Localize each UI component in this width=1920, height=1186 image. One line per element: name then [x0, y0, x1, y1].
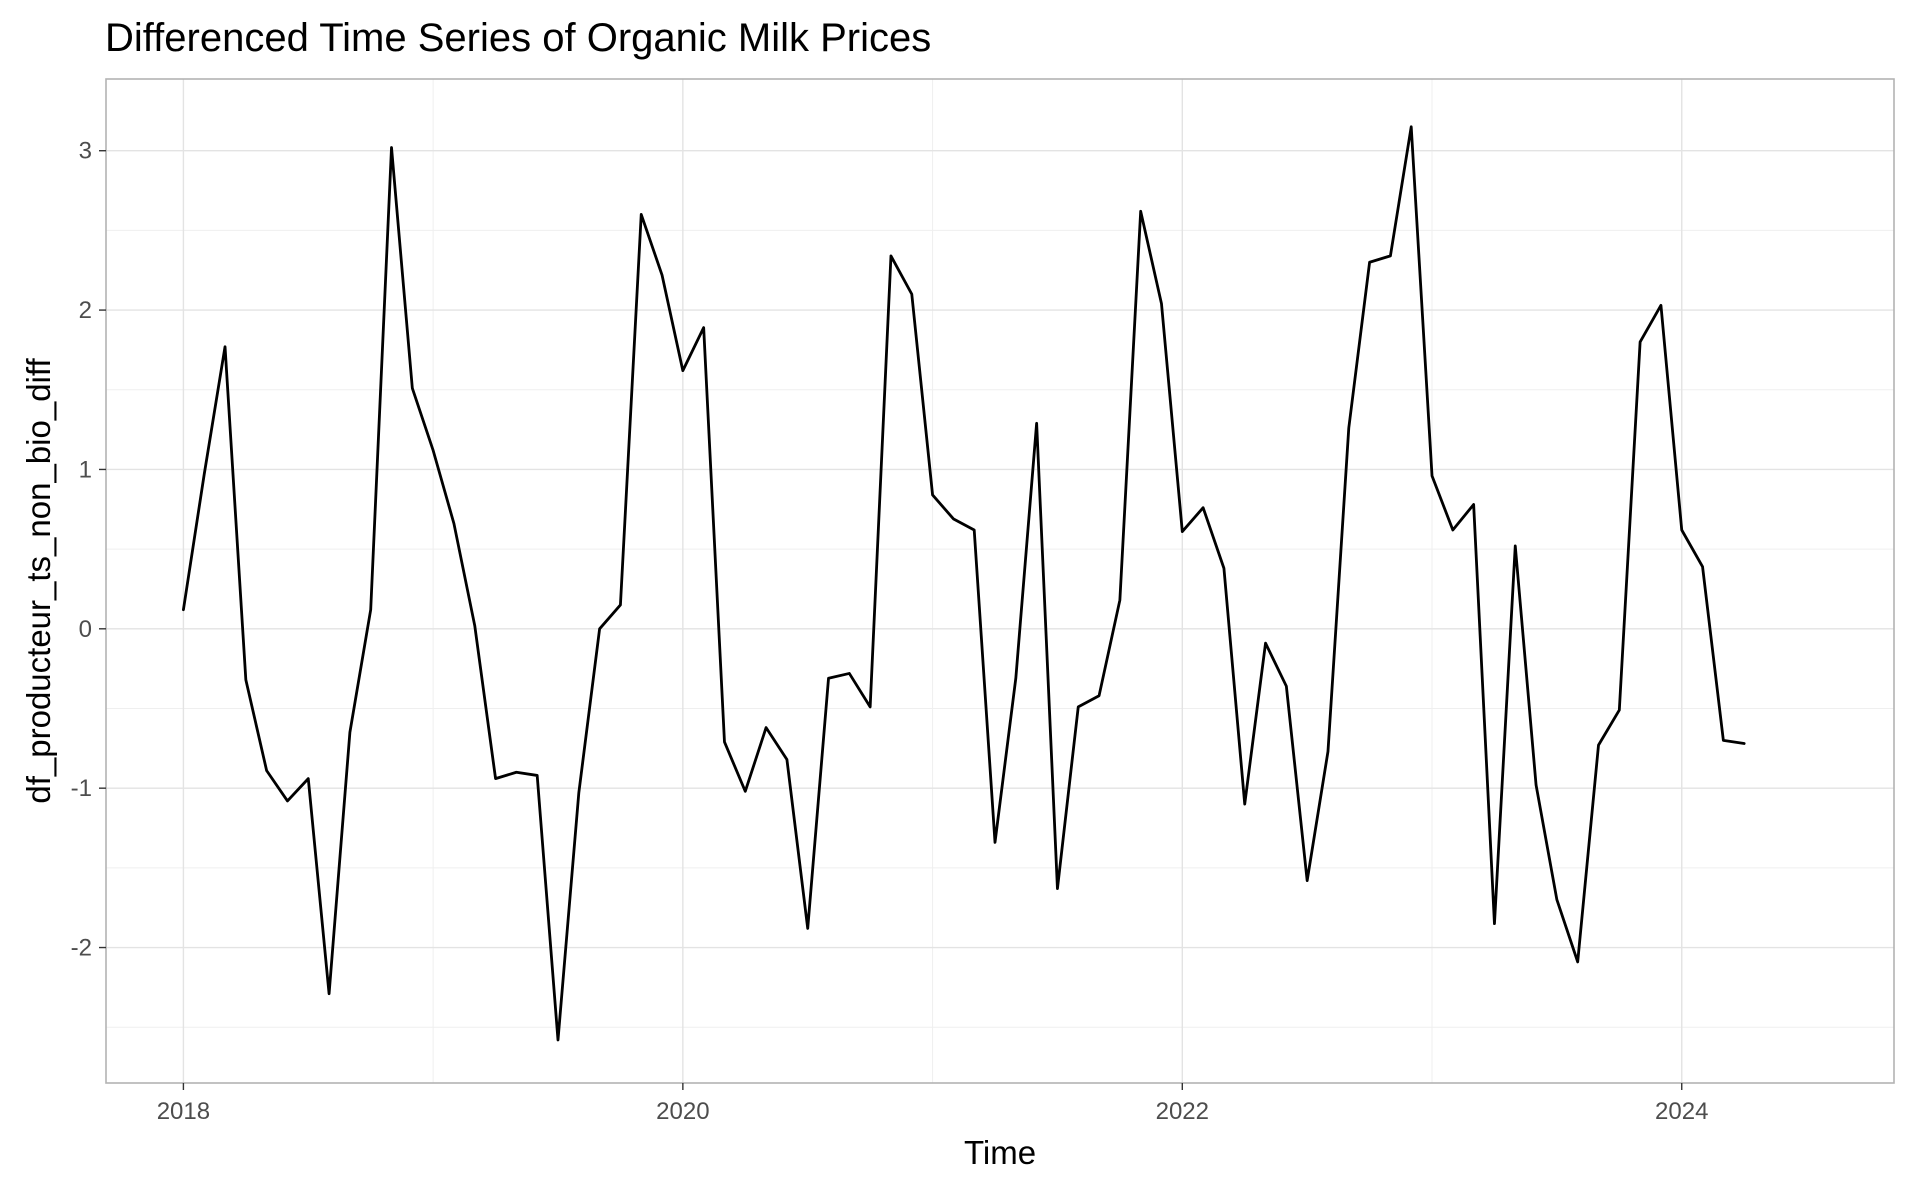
grid-lines	[106, 79, 1894, 1083]
y-tick-label: -2	[71, 935, 92, 962]
y-tick-label: 1	[79, 456, 92, 483]
y-tick-label: 3	[79, 138, 92, 165]
chart-title: Differenced Time Series of Organic Milk …	[105, 16, 931, 60]
x-tick-label: 2018	[157, 1098, 210, 1125]
axis-ticks: 2018 2020 2022 2024 -2 -1 0 1 2 3	[71, 138, 1709, 1125]
x-axis-title: Time	[964, 1134, 1036, 1171]
y-axis-title: df_producteur_ts_non_bio_diff	[20, 358, 57, 804]
x-tick-label: 2024	[1655, 1098, 1708, 1125]
y-tick-label: 2	[79, 297, 92, 324]
y-tick-label: -1	[71, 775, 92, 802]
series-line	[182, 125, 1746, 1042]
y-tick-label: 0	[79, 616, 92, 643]
plot-panel-border	[105, 78, 1895, 1084]
x-tick-label: 2022	[1156, 1098, 1209, 1125]
x-tick-label: 2020	[656, 1098, 709, 1125]
